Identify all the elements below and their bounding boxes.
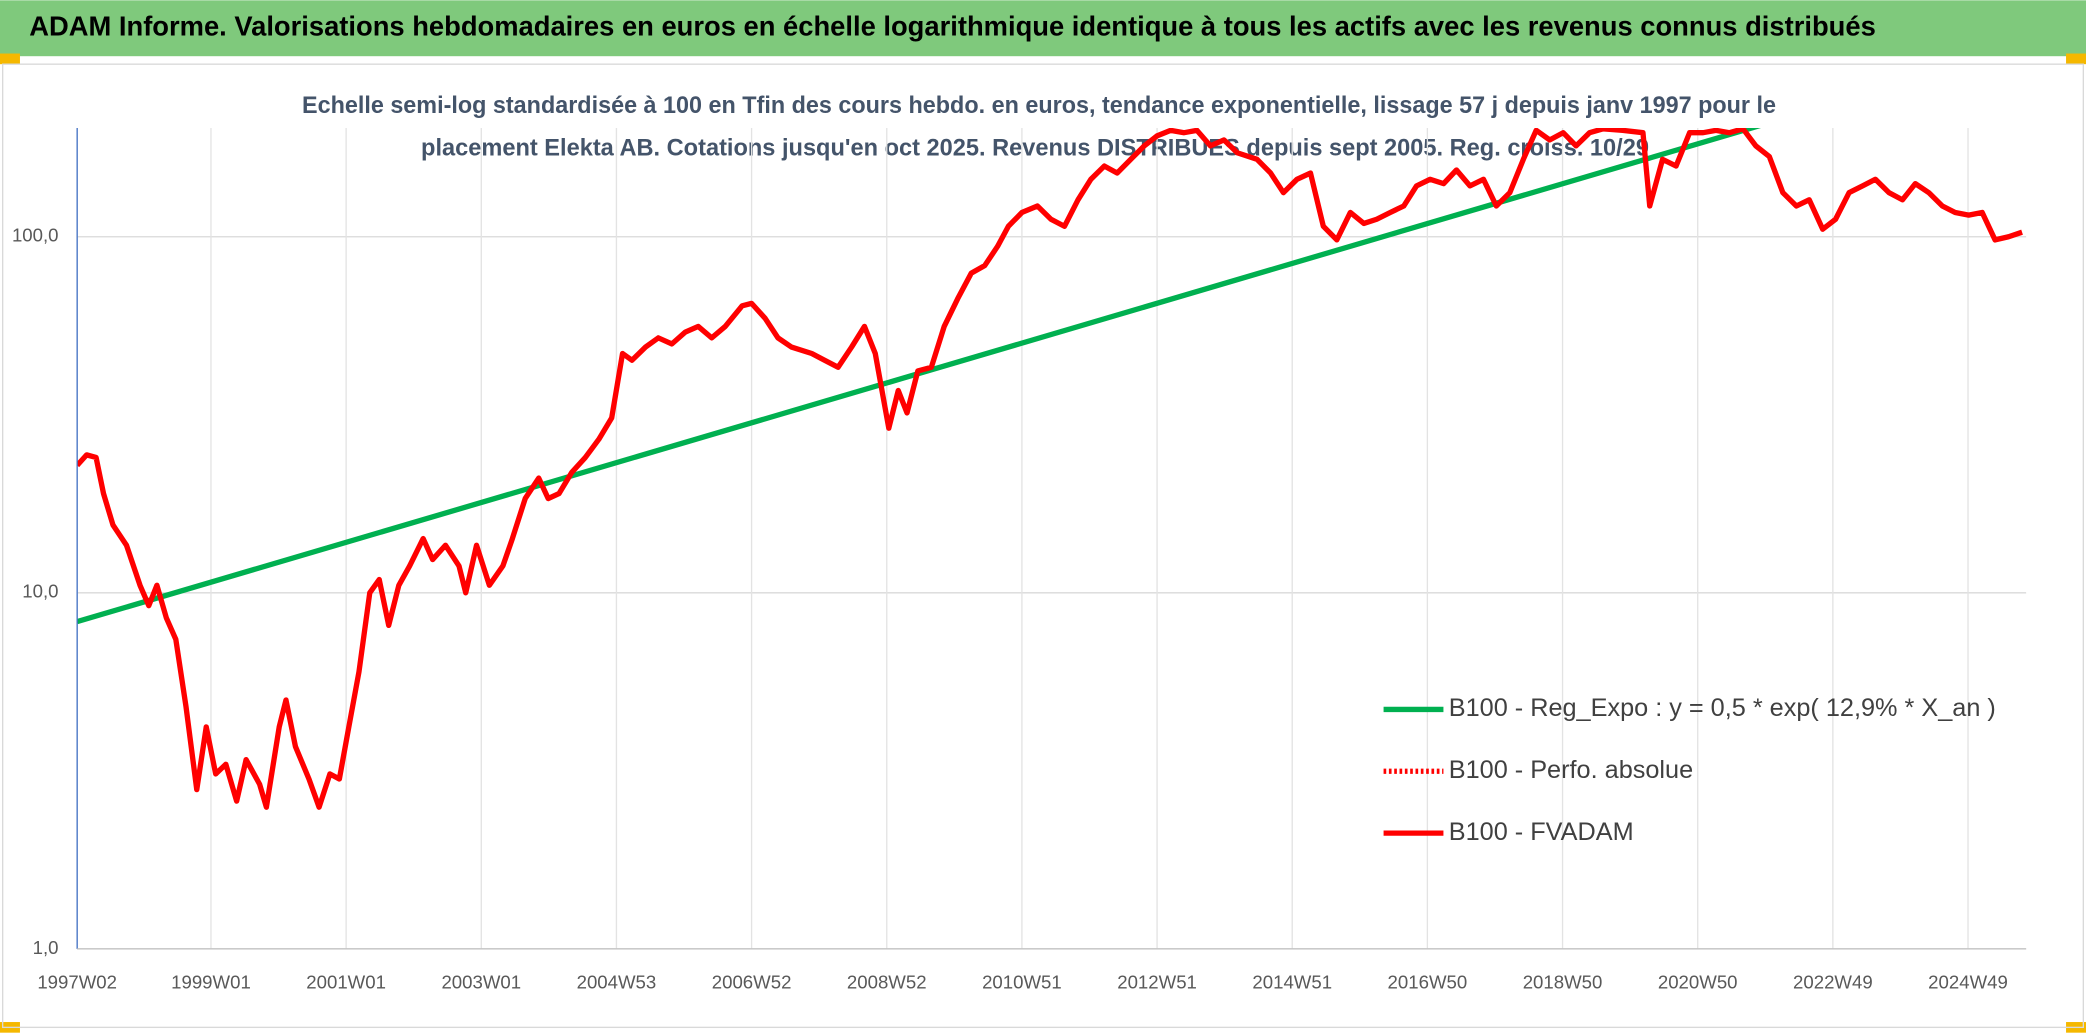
x-tick-label: 2020W50 [1658, 971, 1738, 992]
x-tick-label: 2001W01 [306, 971, 386, 992]
chart-title: ADAM Informe. Valorisations hebdomadaire… [29, 11, 1876, 42]
x-tick-label: 2004W53 [577, 971, 657, 992]
x-tick-label: 2003W01 [441, 971, 521, 992]
legend-label: B100 - Reg_Expo : y = 0,5 * exp( 12,9% *… [1449, 694, 1996, 722]
series-line [77, 128, 2023, 810]
x-tick-label: 1999W01 [171, 971, 251, 992]
x-tick-label: 2018W50 [1523, 971, 1603, 992]
chart-border [1, 63, 2085, 1029]
chart-subtitle: placement Elekta AB. Cotations jusqu'en … [421, 135, 1649, 162]
x-tick-label: 2006W52 [712, 971, 792, 992]
title-banner [0, 0, 2086, 57]
x-tick-label: 2016W50 [1388, 971, 1468, 992]
corner-mark [2066, 53, 2086, 65]
axes: 1,0 10,0 100,0 1997W02 1999W01 2001W01 2003W01… [12, 128, 2027, 992]
y-tick-label: 10,0 [22, 581, 58, 602]
corner-mark [0, 53, 20, 65]
x-tick-label: 2022W49 [1793, 971, 1873, 992]
x-tick-label: 2008W52 [847, 971, 927, 992]
chart-subtitle: Echelle semi-log standardisée à 100 en T… [302, 92, 1776, 119]
series-line [77, 128, 1761, 625]
legend-label: B100 - FVADAM [1449, 818, 1634, 846]
x-tick-label: 1997W02 [37, 971, 117, 992]
x-tick-label: 2024W49 [1928, 971, 2008, 992]
legend: B100 - Reg_Expo : y = 0,5 * exp( 12,9% *… [1383, 694, 1996, 846]
y-tick-label: 100,0 [12, 225, 59, 246]
plot-area [77, 128, 2023, 810]
y-tick-label: 1,0 [33, 937, 59, 958]
legend-label: B100 - Perfo. absolue [1449, 756, 1693, 784]
x-tick-label: 2012W51 [1117, 971, 1197, 992]
x-tick-label: 2014W51 [1252, 971, 1332, 992]
x-tick-label: 2010W51 [982, 971, 1062, 992]
